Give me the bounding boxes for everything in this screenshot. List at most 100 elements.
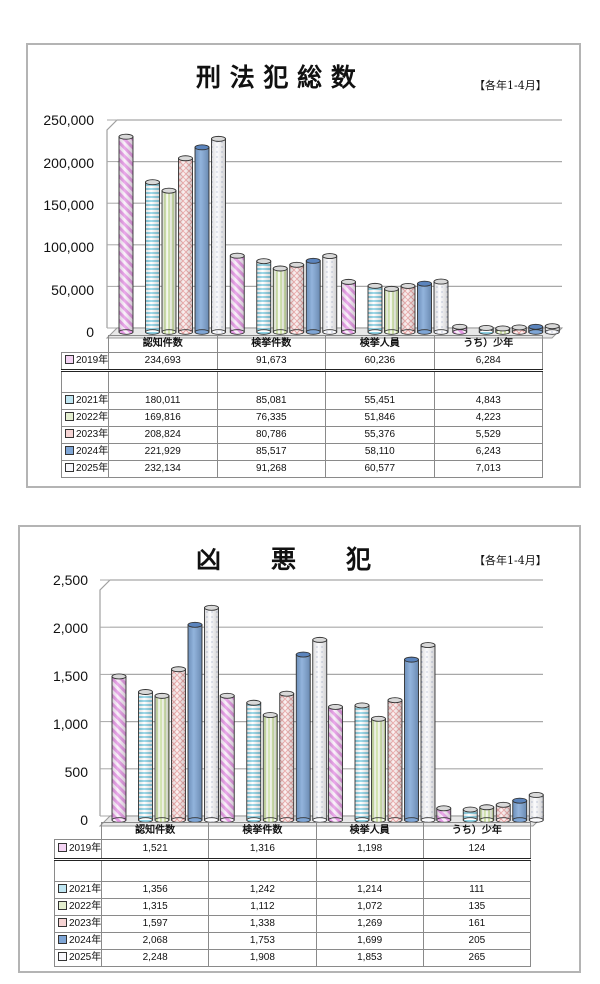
cell: 1,338 <box>208 915 317 933</box>
legend-swatch-2023 <box>58 918 67 927</box>
bar-2019年-検挙件数 <box>229 252 245 335</box>
cell: 1,242 <box>208 881 317 899</box>
column-header: 認知件数 <box>100 822 210 840</box>
bar-2022年-検挙人員 <box>371 715 386 823</box>
cell: 1,072 <box>315 898 424 916</box>
bar-2022年-認知件数 <box>161 187 177 335</box>
bar-2022年-うち）少年 <box>479 804 495 823</box>
row-label: 2019年 <box>69 843 102 854</box>
cell: 232,134 <box>108 460 218 478</box>
cell: 2,068 <box>100 932 210 950</box>
chart2-data-table: 認知件数 検挙件数 検挙人員 うち）少年 2019年 1,521 1,316 1… <box>54 822 532 967</box>
bar-2021年-検挙人員 <box>354 702 370 823</box>
bar-2023年-認知件数 <box>178 155 193 335</box>
row-label: 2023年 <box>76 429 109 440</box>
column-header: うち）少年 <box>422 822 532 840</box>
bar-2019年-検挙人員 <box>328 703 343 823</box>
cell: 60,577 <box>325 460 435 478</box>
cell: 1,908 <box>208 949 317 967</box>
row-label: 2025年 <box>76 463 109 474</box>
row-label: 2024年 <box>69 935 102 946</box>
row-label: 2019年 <box>76 355 109 366</box>
table-row: 2019年 1,521 1,316 1,198 124 <box>54 839 532 861</box>
bar-2021年-うち）少年 <box>462 806 478 823</box>
bar-2021年-検挙件数 <box>256 258 272 335</box>
cell: 1,356 <box>100 881 210 899</box>
table-row-blank <box>61 370 543 393</box>
bar-2019年-検挙人員 <box>341 278 356 335</box>
legend-swatch-2024 <box>58 935 67 944</box>
legend-swatch-2019 <box>58 843 67 852</box>
cell: 91,268 <box>216 460 326 478</box>
bar-2021年-検挙人員 <box>367 282 383 335</box>
legend-swatch-2025 <box>58 952 67 961</box>
row-label: 2024年 <box>76 446 109 457</box>
table-row: 2019年 234,693 91,673 60,236 6,284 <box>61 352 543 372</box>
bar-2024年-認知件数 <box>194 144 210 335</box>
bar-2019年-認知件数 <box>111 673 127 823</box>
bar-2024年-検挙件数 <box>295 651 311 823</box>
cell: 1,315 <box>100 898 210 916</box>
bar-2023年-検挙人員 <box>387 697 403 823</box>
chart1-ytick: 50,000 <box>51 282 94 298</box>
chart2-ytick: 1,500 <box>52 668 88 684</box>
cell: 1,269 <box>315 915 424 933</box>
legend-swatch-2021 <box>65 395 74 404</box>
bar-2022年-検挙件数 <box>272 265 288 335</box>
chart1-ytick: 100,000 <box>43 239 94 255</box>
row-label: 2023年 <box>69 918 102 929</box>
row-label: 2021年 <box>76 395 109 406</box>
bar-2024年-検挙人員 <box>404 656 419 823</box>
table-row: 2025年 232,134 91,268 60,577 7,013 <box>61 460 543 478</box>
table-header-row: 認知件数 検挙件数 検挙人員 うち）少年 <box>54 822 532 840</box>
chart2-title: 凶 悪 犯 <box>196 545 372 574</box>
table-row: 2025年 2,248 1,908 1,853 265 <box>54 949 532 967</box>
cell: 111 <box>422 881 532 899</box>
cell: 1,214 <box>315 881 424 899</box>
chart2-period-label: 【各年1-4月】 <box>474 554 547 567</box>
legend-swatch-2025 <box>65 463 74 472</box>
chart1-ytick: 250,000 <box>43 112 94 128</box>
bar-2024年-検挙件数 <box>305 257 321 335</box>
cell: 135 <box>422 898 532 916</box>
cell: 234,693 <box>108 352 218 372</box>
bar-2019年-うち）少年 <box>452 323 468 335</box>
cell: 7,013 <box>433 460 543 478</box>
cell: 2,248 <box>100 949 210 967</box>
chart1-period-label: 【各年1-4月】 <box>474 79 547 92</box>
cell: 1,198 <box>315 839 424 861</box>
chart2-ytick: 500 <box>64 764 88 780</box>
table-row: 2021年 1,356 1,242 1,214 111 <box>54 881 532 899</box>
cell: 1,699 <box>315 932 424 950</box>
bar-2022年-検挙件数 <box>262 712 278 823</box>
legend-swatch-2024 <box>65 446 74 455</box>
cell: 91,673 <box>216 352 326 372</box>
row-label: 2021年 <box>69 884 102 895</box>
bar-2023年-検挙人員 <box>400 282 416 335</box>
table-row: 2022年 1,315 1,112 1,072 135 <box>54 898 532 916</box>
chart1-ytick: 150,000 <box>43 197 94 213</box>
cell: 205 <box>422 932 532 950</box>
table-row: 2022年 169,816 76,335 51,846 4,223 <box>61 409 543 427</box>
bar-2025年-うち）少年 <box>528 792 544 823</box>
cell: 1,853 <box>315 949 424 967</box>
bar-2022年-うち）少年 <box>495 325 511 335</box>
bar-2024年-検挙人員 <box>417 280 432 335</box>
bar-2025年-認知件数 <box>204 604 219 823</box>
chart1-ytick: 200,000 <box>43 155 94 171</box>
row-label: 2025年 <box>69 952 102 963</box>
bar-2021年-認知件数 <box>145 179 160 335</box>
chart2-ytick: 2,500 <box>52 572 88 588</box>
chart2-ytick: 2,000 <box>52 620 88 636</box>
cell: 1,597 <box>100 915 210 933</box>
cell: 1,316 <box>208 839 317 861</box>
column-header: 検挙人員 <box>315 822 424 840</box>
bar-2021年-検挙件数 <box>246 699 262 823</box>
chart1-title: 刑 法 犯 総 数 <box>196 63 356 92</box>
cell: 124 <box>422 839 532 861</box>
bar-2024年-うち）少年 <box>528 323 544 335</box>
bar-2023年-認知件数 <box>171 666 186 823</box>
bar-2023年-うち）少年 <box>511 324 527 335</box>
